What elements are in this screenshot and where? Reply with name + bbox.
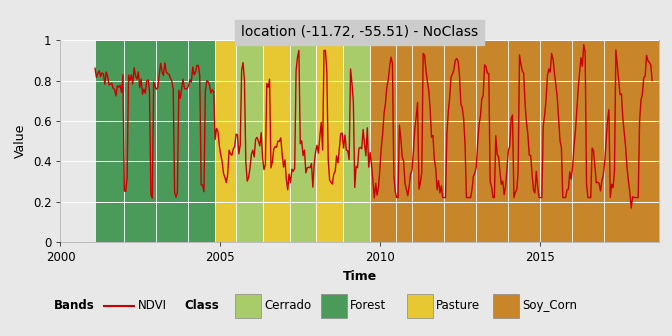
Bar [188,40,215,242]
Bar [540,40,572,242]
FancyBboxPatch shape [321,294,347,318]
Text: Bands: Bands [54,299,95,312]
Text: Forest: Forest [350,299,386,312]
FancyBboxPatch shape [407,294,433,318]
Bar [317,40,343,242]
Bar [508,40,540,242]
Bar [124,40,157,242]
Title: location (-11.72, -55.51) - NoClass: location (-11.72, -55.51) - NoClass [241,25,478,39]
Bar [237,40,263,242]
Bar [604,40,659,242]
Text: Pasture: Pasture [436,299,480,312]
Y-axis label: Value: Value [14,124,28,158]
Bar [444,40,476,242]
Bar [95,40,124,242]
FancyBboxPatch shape [493,294,519,318]
Text: Soy_Corn: Soy_Corn [522,299,577,312]
Bar [370,40,396,242]
Bar [263,40,290,242]
Bar [343,40,370,242]
Bar [572,40,604,242]
Bar [60,40,95,242]
Text: NDVI: NDVI [138,299,167,312]
Bar [157,40,188,242]
Bar [215,40,237,242]
Bar [290,40,317,242]
FancyBboxPatch shape [235,294,261,318]
X-axis label: Time: Time [343,269,376,283]
Bar [396,40,413,242]
Text: Cerrado: Cerrado [264,299,311,312]
Bar [413,40,444,242]
Text: Class: Class [185,299,220,312]
Bar [476,40,508,242]
